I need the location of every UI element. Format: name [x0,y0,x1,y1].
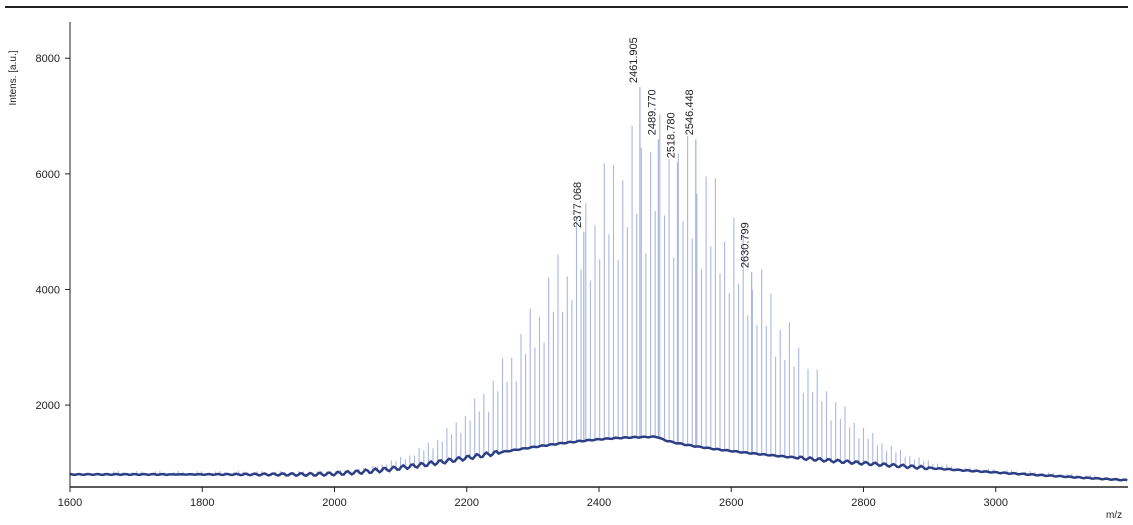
y-tick-label: 4000 [36,284,60,296]
peak-label: 2546.448 [684,89,696,135]
y-tick-label: 8000 [36,53,60,65]
y-axis-ticks: 2000 4000 6000 8000 [36,53,70,412]
spectrum-peaks [103,87,1096,479]
peak-label: 2518.780 [666,112,678,158]
peak-annotations: 2377.068 2461.905 2489.770 2518.780 2546.448… [572,37,752,268]
x-tick-label: 2800 [851,497,875,509]
x-tick-label: 1800 [190,497,214,509]
peak-label: 2377.068 [572,182,584,228]
spectrum-baseline [69,435,1128,482]
peak-label: 2489.770 [646,89,658,135]
y-axis-title: Intens. [a.u.] [8,50,19,105]
peak-label: 2461.905 [628,37,640,83]
x-tick-label: 1600 [58,497,82,509]
x-axis-title: m/z [1106,510,1122,521]
x-tick-label: 2000 [322,497,346,509]
x-axis-ticks: 1600 1800 2000 2200 2400 2600 2800 3000 [58,487,1008,509]
x-tick-label: 3000 [984,497,1008,509]
x-tick-label: 2400 [587,497,611,509]
y-tick-label: 2000 [36,400,60,412]
x-tick-label: 2600 [719,497,743,509]
y-tick-label: 6000 [36,169,60,181]
x-tick-label: 2200 [455,497,479,509]
peak-label: 2630.799 [740,222,752,268]
